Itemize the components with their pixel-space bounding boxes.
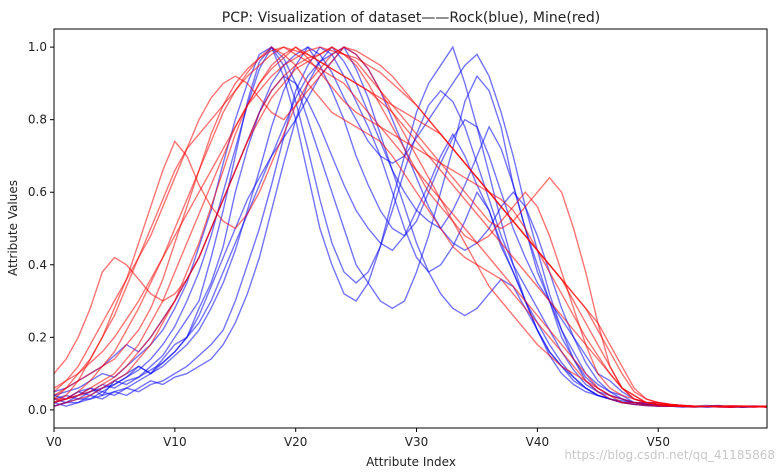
x-tick-label: V40 bbox=[526, 435, 549, 449]
mine-series-line bbox=[53, 46, 768, 408]
y-axis-label: Attribute Values bbox=[6, 180, 20, 276]
rock-series-line bbox=[53, 45, 768, 408]
y-tick-label: 0.0 bbox=[28, 403, 47, 417]
x-tick-label: V30 bbox=[405, 435, 428, 449]
y-tick-label: 0.2 bbox=[28, 330, 47, 344]
mine-series-line bbox=[53, 46, 768, 408]
rock-series-line bbox=[53, 46, 768, 409]
chart-title: PCP: Visualization of dataset——Rock(blue… bbox=[222, 10, 600, 26]
x-axis-label: Attribute Index bbox=[366, 455, 456, 469]
plot-frame bbox=[53, 28, 768, 429]
mine-series-line bbox=[53, 46, 768, 409]
x-tick-label: V0 bbox=[46, 435, 62, 449]
y-axis-ticks: 0.0 0.2 0.4 0.6 0.8 1.0 bbox=[28, 40, 54, 417]
watermark-text: https://blog.csdn.net/qq_41185868 bbox=[564, 448, 775, 462]
y-tick-label: 0.8 bbox=[28, 113, 47, 127]
mine-series-line bbox=[53, 46, 768, 408]
x-axis-ticks: V0 V10 V20 V30 V40 V50 bbox=[46, 428, 670, 449]
rock-series-line bbox=[53, 46, 768, 409]
x-tick-label: V10 bbox=[163, 435, 186, 449]
y-tick-label: 0.6 bbox=[28, 185, 47, 199]
x-tick-label: V50 bbox=[646, 435, 669, 449]
mine-series-line bbox=[53, 46, 768, 408]
y-tick-label: 1.0 bbox=[28, 40, 47, 54]
series-lines bbox=[53, 45, 768, 409]
y-tick-label: 0.4 bbox=[28, 258, 47, 272]
x-tick-label: V20 bbox=[284, 435, 307, 449]
